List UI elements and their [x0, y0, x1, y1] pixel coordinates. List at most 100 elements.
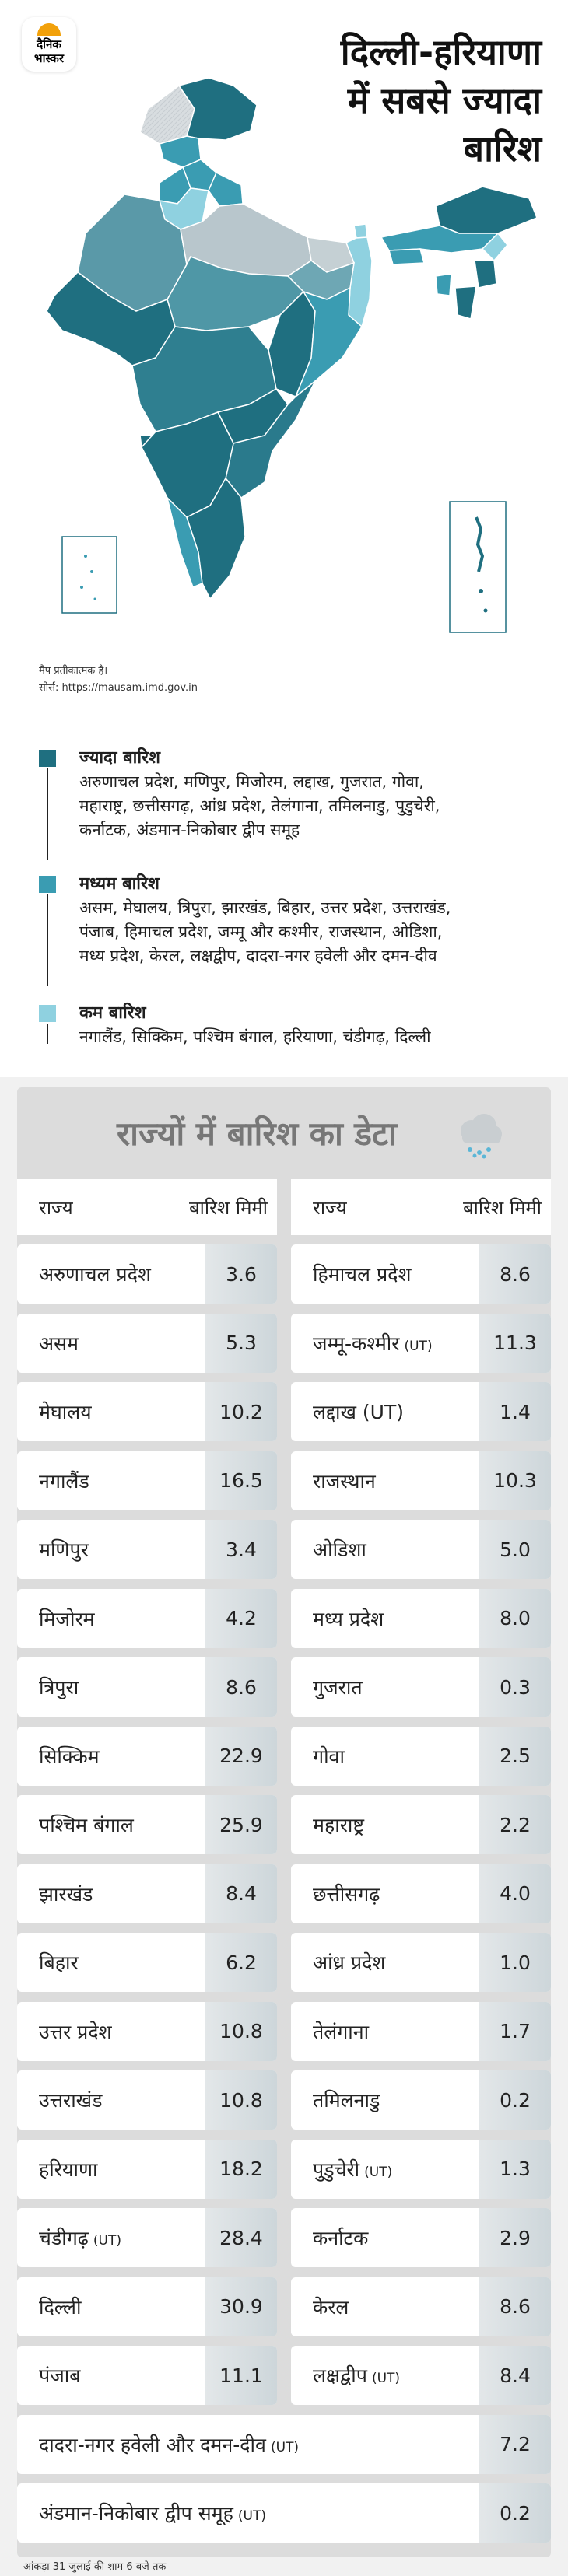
state-name-text: पश्चिम बंगाल: [39, 1814, 134, 1836]
source-text: सोर्स: https://mausam.imd.gov.in: [39, 682, 198, 694]
rain-value: 1.3: [479, 2139, 551, 2199]
legend-label: मध्यम बारिश: [79, 874, 160, 894]
legend-low: कम बारिश नगालैंड, सिक्किम, पश्चिम बंगाल,…: [39, 1002, 552, 1049]
rain-value: 10.8: [205, 2070, 277, 2130]
state-name: त्रिपुरा: [17, 1674, 205, 1700]
state-name-text: झारखंड: [39, 1882, 93, 1906]
state-name-text: हरियाणा: [39, 2158, 98, 2181]
table-row: गुजरात 0.3: [291, 1657, 551, 1717]
headline-line2: में सबसे ज्यादा: [347, 79, 542, 121]
map-inset-lakshadweep: [61, 536, 117, 614]
state-name-text: उत्तराखंड: [39, 2089, 103, 2112]
state-name-text: लद्दाख (UT): [313, 1401, 404, 1423]
headline-line3: बारिश: [463, 128, 542, 170]
table-row: मेघालय 10.2: [17, 1382, 277, 1441]
state-name-text: जम्मू-कश्मीर: [313, 1332, 400, 1355]
column-state: राज्य: [313, 1196, 347, 1219]
table-row: लक्षद्वीप (UT) 8.4: [291, 2346, 551, 2405]
table-row: तेलंगाना 1.7: [291, 2001, 551, 2061]
state-name-text: पुडुचेरी: [313, 2158, 360, 2181]
table-row: केरल 8.6: [291, 2277, 551, 2336]
state-name: मणिपुर: [17, 1536, 205, 1563]
state-name: ओडिशा: [291, 1536, 479, 1563]
state-name: दिल्ली: [17, 2294, 205, 2320]
rain-value: 8.6: [479, 1244, 551, 1304]
state-name: तेलंगाना: [291, 2018, 479, 2045]
state-name: गुजरात: [291, 1674, 479, 1700]
rain-value: 8.6: [479, 2277, 551, 2336]
rain-value: 16.5: [205, 1451, 277, 1510]
rain-value: 11.1: [205, 2346, 277, 2405]
map-region-sikkim: [353, 223, 368, 239]
ut-tag: (UT): [364, 2164, 393, 2180]
state-name-text: आंध्र प्रदेश: [313, 1951, 386, 1974]
table-row: आंध्र प्रदेश 1.0: [291, 1933, 551, 1992]
state-name-text: छत्तीसगढ़: [313, 1882, 380, 1906]
table-row: दिल्ली 30.9: [17, 2277, 277, 2336]
state-name: उत्तर प्रदेश: [17, 2018, 205, 2045]
rain-value: 3.4: [205, 1520, 277, 1579]
headline: दिल्ली-हरियाणा में सबसे ज्यादा बारिश: [230, 28, 542, 173]
headline-line1: दिल्ली-हरियाणा: [340, 31, 542, 73]
legend-label: ज्यादा बारिश: [79, 748, 160, 768]
map-region-tamil-nadu: [186, 477, 246, 600]
table-row: मध्य प्रदेश 8.0: [291, 1588, 551, 1648]
legend-text: असम, मेघालय, त्रिपुरा, झारखंड, बिहार, उत…: [79, 898, 451, 917]
table-row: कर्नाटक 2.9: [291, 2208, 551, 2267]
table-title: राज्यों में बारिश का डेटा: [116, 1115, 398, 1153]
state-name-text: लक्षद्वीप: [313, 2364, 367, 2387]
state-name-text: दादरा-नगर हवेली और दमन-दीव: [39, 2433, 266, 2456]
rain-value: 22.9: [205, 1726, 277, 1786]
column-rain: बारिश मिमी: [462, 1196, 542, 1219]
table-row: पश्चिम बंगाल 25.9: [17, 1795, 277, 1854]
legend-label: कम बारिश: [79, 1003, 146, 1023]
map-inset-andaman: [449, 501, 507, 633]
state-name-text: गुजरात: [313, 1676, 363, 1699]
table-row: दादरा-नगर हवेली और दमन-दीव (UT) 7.2: [17, 2414, 551, 2474]
rain-value: 10.3: [479, 1451, 551, 1510]
state-name-text: मेघालय: [39, 1401, 92, 1423]
table-row: पंजाब 11.1: [17, 2346, 277, 2405]
rain-value: 4.0: [479, 1864, 551, 1923]
map-region-mizoram: [454, 285, 477, 320]
state-name: हरियाणा: [17, 2156, 205, 2182]
state-name: पुडुचेरी (UT): [291, 2156, 479, 2182]
table-row: चंडीगढ़ (UT) 28.4: [17, 2208, 277, 2267]
table-row: असम 5.3: [17, 1313, 277, 1373]
sun-icon: [37, 23, 61, 36]
map-region-odisha: [294, 286, 363, 399]
table-row: छत्तीसगढ़ 4.0: [291, 1864, 551, 1923]
state-name: असम: [17, 1330, 205, 1356]
state-name-text: राजस्थान: [313, 1469, 376, 1493]
legend-text: अरुणाचल प्रदेश, मणिपुर, मिजोरम, लद्दाख, …: [79, 772, 424, 791]
legend-swatch-medium: [39, 876, 56, 893]
map-region-tripura: [435, 273, 452, 296]
rain-value: 25.9: [205, 1795, 277, 1854]
state-name-text: त्रिपुरा: [39, 1676, 79, 1699]
state-name-text: ओडिशा: [313, 1538, 366, 1561]
brand-line1: दैनिक: [37, 37, 61, 51]
rain-cloud-icon: [461, 1114, 502, 1159]
rain-value: 1.7: [479, 2001, 551, 2061]
table-row: बिहार 6.2: [17, 1933, 277, 1992]
table-row: त्रिपुरा 8.6: [17, 1657, 277, 1717]
state-name: नगालैंड: [17, 1468, 205, 1494]
rain-value: 10.2: [205, 1382, 277, 1441]
rain-value: 4.2: [205, 1588, 277, 1648]
state-name: सिक्किम: [17, 1743, 205, 1769]
state-name-text: तमिलनाडु: [313, 2089, 380, 2112]
table-row: नगालैंड 16.5: [17, 1451, 277, 1510]
state-name: हिमाचल प्रदेश: [291, 1261, 479, 1287]
rain-value: 18.2: [205, 2139, 277, 2199]
table-row: झारखंड 8.4: [17, 1864, 277, 1923]
map-region-meghalaya: [388, 248, 425, 265]
legend-text: पंजाब, हिमाचल प्रदेश, जम्मू और कश्मीर, र…: [79, 922, 443, 941]
state-name: लद्दाख (UT): [291, 1398, 479, 1425]
state-name: झारखंड: [17, 1881, 205, 1907]
state-name-text: तेलंगाना: [313, 2020, 370, 2043]
state-name-text: असम: [39, 1332, 79, 1355]
rain-value: 3.6: [205, 1244, 277, 1304]
state-name-text: चंडीगढ़: [39, 2227, 89, 2249]
rain-value: 0.2: [479, 2070, 551, 2130]
state-name-text: हिमाचल प्रदेश: [313, 1263, 412, 1286]
